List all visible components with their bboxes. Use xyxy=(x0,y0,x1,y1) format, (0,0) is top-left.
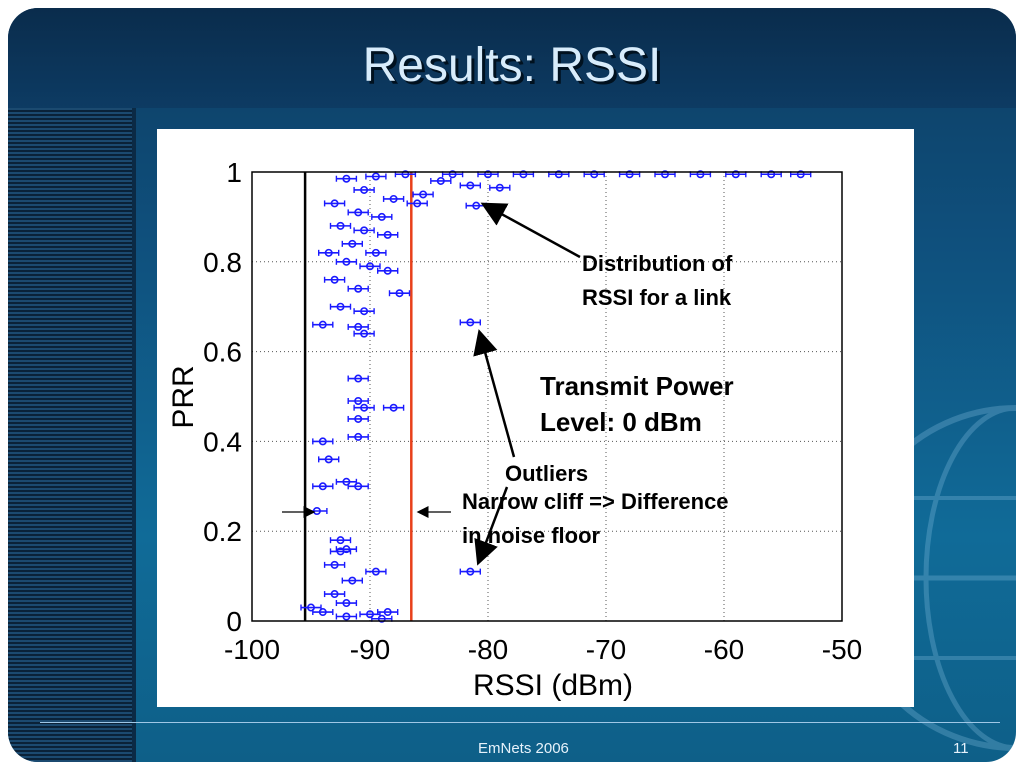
data-point xyxy=(459,567,481,576)
data-point xyxy=(353,329,375,338)
data-point xyxy=(353,185,375,194)
data-point xyxy=(365,172,387,181)
data-point xyxy=(359,262,381,271)
distribution-arrow xyxy=(480,202,581,259)
outliers-arrow-up xyxy=(473,329,516,458)
data-point xyxy=(312,482,334,491)
data-point xyxy=(382,403,405,412)
transmit-label-line2: Level: 0 dBm xyxy=(540,407,702,437)
footer-divider xyxy=(40,722,1000,723)
data-point xyxy=(329,536,352,545)
data-point xyxy=(323,275,346,284)
data-point xyxy=(312,320,334,329)
data-point xyxy=(335,612,358,621)
outliers-arrow-down xyxy=(474,486,509,566)
data-point xyxy=(353,226,375,235)
data-point xyxy=(323,560,346,569)
axes-box xyxy=(251,171,843,622)
data-point xyxy=(353,307,375,316)
x-axis-label: RSSI (dBm) xyxy=(473,669,633,702)
data-point xyxy=(489,183,511,192)
data-point xyxy=(335,174,358,183)
cliff-label-line2: in noise floor xyxy=(462,523,601,548)
data-point xyxy=(347,208,369,217)
x-tick-label: -100 xyxy=(224,634,280,665)
data-point xyxy=(341,576,364,585)
slide-title: Results: RSSI xyxy=(362,39,662,92)
data-point xyxy=(376,230,399,239)
distribution-label-line1: Distribution of xyxy=(582,251,733,276)
x-tick-label: -50 xyxy=(822,634,862,665)
rssi-chart: -100 -90 -80 -70 -60 -50 0 0.2 0.4 0.6 0.8 1 RSSI … xyxy=(167,157,862,702)
data-point xyxy=(329,221,352,230)
data-point xyxy=(465,201,487,210)
data-point xyxy=(388,289,411,298)
data-point xyxy=(312,608,334,617)
transmit-label-line1: Transmit Power xyxy=(540,371,734,401)
data-point xyxy=(317,248,340,257)
data-point xyxy=(335,257,358,266)
page-number: 11 xyxy=(953,740,969,757)
stripe-edge xyxy=(132,108,136,762)
y-tick-label: 0 xyxy=(226,606,242,637)
data-point xyxy=(347,414,369,423)
reference-lines xyxy=(303,172,413,621)
data-point xyxy=(323,590,346,599)
data-point xyxy=(430,176,452,185)
data-point xyxy=(382,194,405,203)
data-point xyxy=(376,608,399,617)
data-point xyxy=(459,318,481,327)
cliff-label-line1: Narrow cliff => Difference xyxy=(462,489,729,514)
y-tick-label: 1 xyxy=(226,157,242,188)
data-point xyxy=(371,212,393,221)
data-point xyxy=(365,567,387,576)
data-points xyxy=(300,170,812,623)
x-tick-labels: -100 -90 -80 -70 -60 -50 xyxy=(224,634,862,665)
data-point xyxy=(335,599,358,608)
y-tick-label: 0.8 xyxy=(203,247,242,278)
data-point xyxy=(306,506,328,515)
x-tick-label: -70 xyxy=(586,634,626,665)
data-point xyxy=(459,181,481,190)
data-point xyxy=(365,248,387,257)
x-tick-label: -60 xyxy=(704,634,744,665)
x-tick-label: -80 xyxy=(468,634,508,665)
data-point xyxy=(329,302,352,311)
data-point xyxy=(353,403,375,412)
data-point xyxy=(347,482,369,491)
data-point xyxy=(347,396,369,405)
distribution-label-line2: RSSI for a link xyxy=(582,285,732,310)
footer-label: EmNets 2006 xyxy=(478,740,569,757)
chart-panel: -100 -90 -80 -70 -60 -50 0 0.2 0.4 0.6 0.8 1 RSSI … xyxy=(157,129,914,707)
data-point xyxy=(323,199,346,208)
outliers-label: Outliers xyxy=(505,461,588,486)
data-point xyxy=(341,239,364,248)
data-point xyxy=(412,190,434,199)
y-tick-labels: 0 0.2 0.4 0.6 0.8 1 xyxy=(203,157,242,637)
stripe-decoration xyxy=(8,108,132,762)
data-point xyxy=(312,437,334,446)
y-tick-label: 0.4 xyxy=(203,426,242,457)
title-bar xyxy=(8,8,1016,108)
data-point xyxy=(347,374,369,383)
data-point xyxy=(376,266,399,275)
data-point xyxy=(335,477,358,486)
data-point xyxy=(347,322,369,331)
y-axis-label: PRR xyxy=(167,365,200,428)
y-tick-label: 0.2 xyxy=(203,516,242,547)
data-point xyxy=(347,284,369,293)
data-point xyxy=(406,199,428,208)
x-tick-label: -90 xyxy=(350,634,390,665)
y-tick-label: 0.6 xyxy=(203,337,242,368)
data-point xyxy=(329,547,352,556)
data-point xyxy=(347,432,369,441)
data-point xyxy=(317,455,340,464)
